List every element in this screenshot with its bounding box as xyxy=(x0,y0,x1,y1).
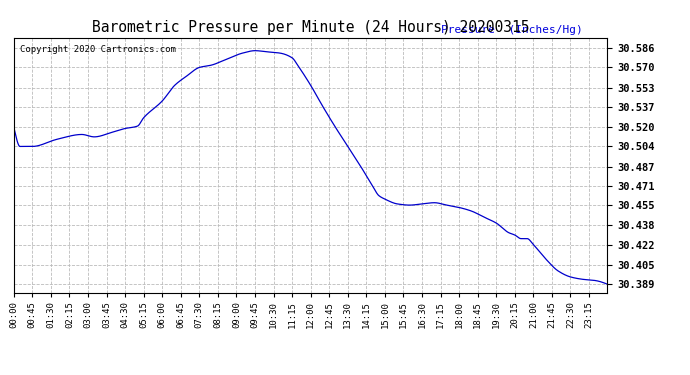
Text: Pressure  (Inches/Hg): Pressure (Inches/Hg) xyxy=(441,25,583,35)
Text: Copyright 2020 Cartronics.com: Copyright 2020 Cartronics.com xyxy=(20,45,176,54)
Title: Barometric Pressure per Minute (24 Hours) 20200315: Barometric Pressure per Minute (24 Hours… xyxy=(92,20,529,35)
